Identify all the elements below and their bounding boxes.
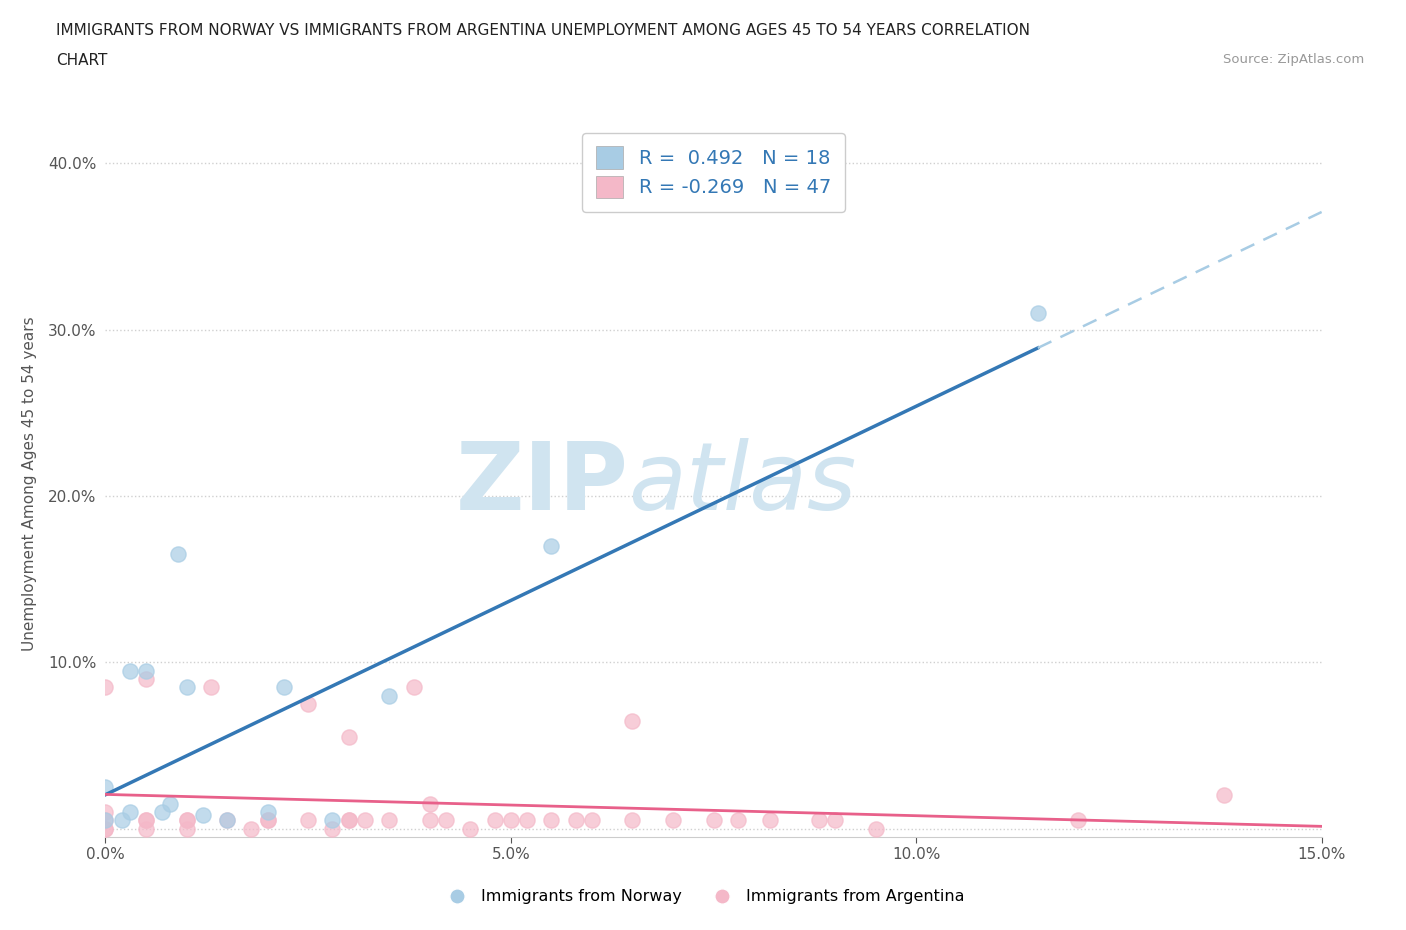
- Point: [378, 813, 401, 828]
- Point: [191, 808, 214, 823]
- Point: [135, 663, 157, 678]
- Point: [484, 813, 506, 828]
- Point: [564, 813, 586, 828]
- Point: [273, 680, 295, 695]
- Text: atlas: atlas: [628, 438, 856, 529]
- Point: [419, 813, 441, 828]
- Point: [94, 813, 117, 828]
- Point: [824, 813, 846, 828]
- Point: [727, 813, 749, 828]
- Point: [200, 680, 222, 695]
- Point: [807, 813, 830, 828]
- Point: [118, 804, 141, 819]
- Point: [256, 813, 278, 828]
- Point: [540, 538, 562, 553]
- Point: [1026, 306, 1049, 321]
- Point: [94, 804, 117, 819]
- Point: [256, 813, 278, 828]
- Point: [865, 821, 887, 836]
- Point: [256, 804, 278, 819]
- Point: [337, 730, 360, 745]
- Point: [217, 813, 239, 828]
- Point: [135, 813, 157, 828]
- Legend: R =  0.492   N = 18, R = -0.269   N = 47: R = 0.492 N = 18, R = -0.269 N = 47: [582, 133, 845, 212]
- Point: [1067, 813, 1090, 828]
- Point: [434, 813, 457, 828]
- Point: [167, 547, 190, 562]
- Point: [337, 813, 360, 828]
- Point: [159, 796, 181, 811]
- Point: [94, 821, 117, 836]
- Point: [135, 821, 157, 836]
- Point: [217, 813, 239, 828]
- Point: [419, 796, 441, 811]
- Point: [297, 697, 319, 711]
- Point: [402, 680, 425, 695]
- Point: [499, 813, 522, 828]
- Point: [176, 813, 198, 828]
- Legend: Immigrants from Norway, Immigrants from Argentina: Immigrants from Norway, Immigrants from …: [434, 884, 972, 910]
- Point: [662, 813, 685, 828]
- Point: [135, 813, 157, 828]
- Text: ZIP: ZIP: [456, 438, 628, 529]
- Point: [176, 821, 198, 836]
- Point: [111, 813, 134, 828]
- Point: [176, 813, 198, 828]
- Text: Source: ZipAtlas.com: Source: ZipAtlas.com: [1223, 53, 1364, 66]
- Point: [378, 688, 401, 703]
- Point: [176, 680, 198, 695]
- Point: [94, 779, 117, 794]
- Y-axis label: Unemployment Among Ages 45 to 54 years: Unemployment Among Ages 45 to 54 years: [22, 316, 37, 651]
- Point: [702, 813, 725, 828]
- Point: [1213, 788, 1236, 803]
- Point: [759, 813, 782, 828]
- Point: [297, 813, 319, 828]
- Point: [94, 813, 117, 828]
- Point: [540, 813, 562, 828]
- Point: [321, 821, 343, 836]
- Point: [135, 671, 157, 686]
- Point: [458, 821, 481, 836]
- Point: [516, 813, 538, 828]
- Point: [94, 821, 117, 836]
- Point: [621, 713, 644, 728]
- Point: [337, 813, 360, 828]
- Point: [354, 813, 377, 828]
- Point: [94, 680, 117, 695]
- Point: [581, 813, 603, 828]
- Point: [240, 821, 263, 836]
- Point: [118, 663, 141, 678]
- Point: [621, 813, 644, 828]
- Point: [321, 813, 343, 828]
- Text: IMMIGRANTS FROM NORWAY VS IMMIGRANTS FROM ARGENTINA UNEMPLOYMENT AMONG AGES 45 T: IMMIGRANTS FROM NORWAY VS IMMIGRANTS FRO…: [56, 23, 1031, 38]
- Point: [150, 804, 173, 819]
- Text: CHART: CHART: [56, 53, 108, 68]
